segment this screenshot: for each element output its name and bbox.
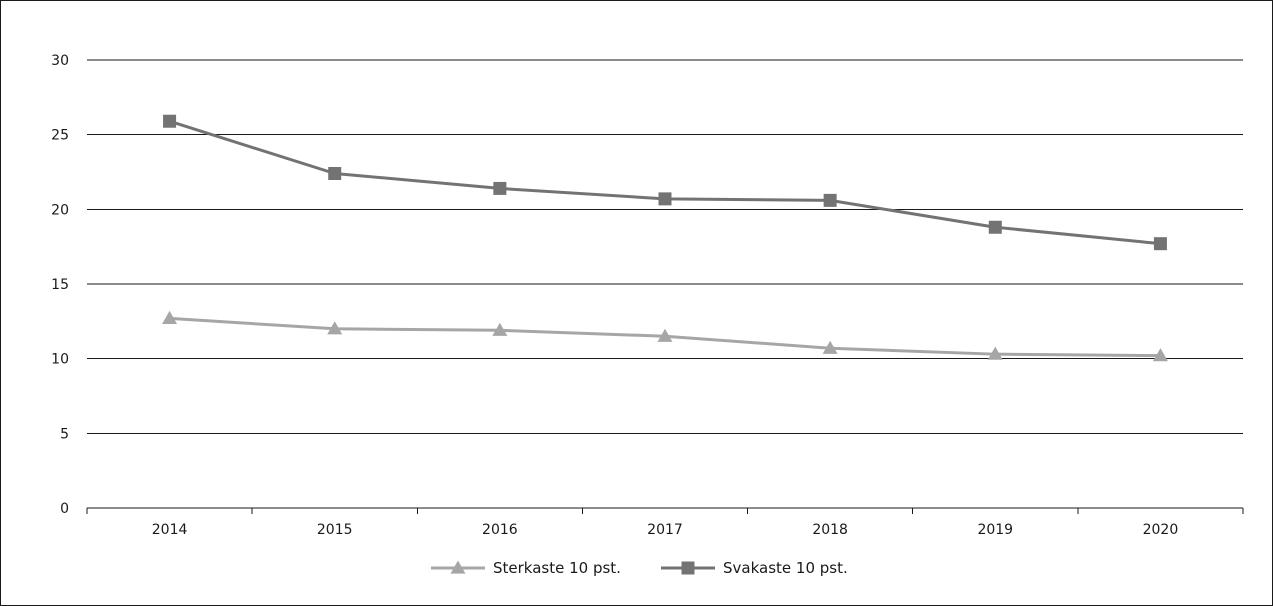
y-tick-label: 25 xyxy=(51,128,69,144)
y-axis-ticks: 0 5 10 15 20 25 30 xyxy=(51,53,69,517)
y-tick-label: 10 xyxy=(51,352,69,368)
data-point xyxy=(162,310,178,324)
data-point xyxy=(328,166,342,180)
x-tick-label: 2016 xyxy=(482,522,518,538)
series-0 xyxy=(162,310,1168,362)
y-tick-label: 30 xyxy=(51,53,69,69)
gridlines xyxy=(87,59,1243,509)
legend-label: Svakaste 10 pst. xyxy=(723,559,848,577)
legend-label: Sterkaste 10 pst. xyxy=(493,559,621,577)
data-point xyxy=(988,220,1002,234)
data-point xyxy=(987,346,1003,360)
x-tick-label: 2019 xyxy=(977,522,1013,538)
data-point xyxy=(658,192,672,206)
x-tick-label: 2018 xyxy=(812,522,848,538)
data-point xyxy=(327,321,343,335)
legend: Sterkaste 10 pst. Svakaste 10 pst. xyxy=(431,559,848,577)
y-tick-label: 20 xyxy=(51,202,69,218)
data-point xyxy=(492,322,508,336)
legend-item-1: Svakaste 10 pst. xyxy=(661,559,848,577)
legend-item-0: Sterkaste 10 pst. xyxy=(431,559,621,577)
y-tick-label: 5 xyxy=(60,426,69,442)
x-tick-label: 2020 xyxy=(1143,522,1179,538)
data-point xyxy=(657,328,673,342)
x-axis-ticks: 2014 2015 2016 2017 2018 2019 2020 xyxy=(86,508,1244,538)
series-1 xyxy=(163,114,1167,251)
x-tick-label: 2017 xyxy=(647,522,683,538)
series-line xyxy=(169,119,1161,246)
data-point xyxy=(163,114,177,128)
data-point xyxy=(493,181,507,195)
data-point xyxy=(1153,237,1167,251)
x-tick-label: 2014 xyxy=(152,522,188,538)
data-point xyxy=(1152,348,1168,362)
legend-swatch-marker xyxy=(681,561,695,575)
series xyxy=(162,114,1168,362)
legend-swatch-marker xyxy=(450,560,466,574)
data-point xyxy=(822,340,838,354)
data-point xyxy=(823,193,837,207)
y-tick-label: 15 xyxy=(51,277,69,293)
y-tick-label: 0 xyxy=(60,501,69,517)
x-tick-label: 2015 xyxy=(317,522,353,538)
